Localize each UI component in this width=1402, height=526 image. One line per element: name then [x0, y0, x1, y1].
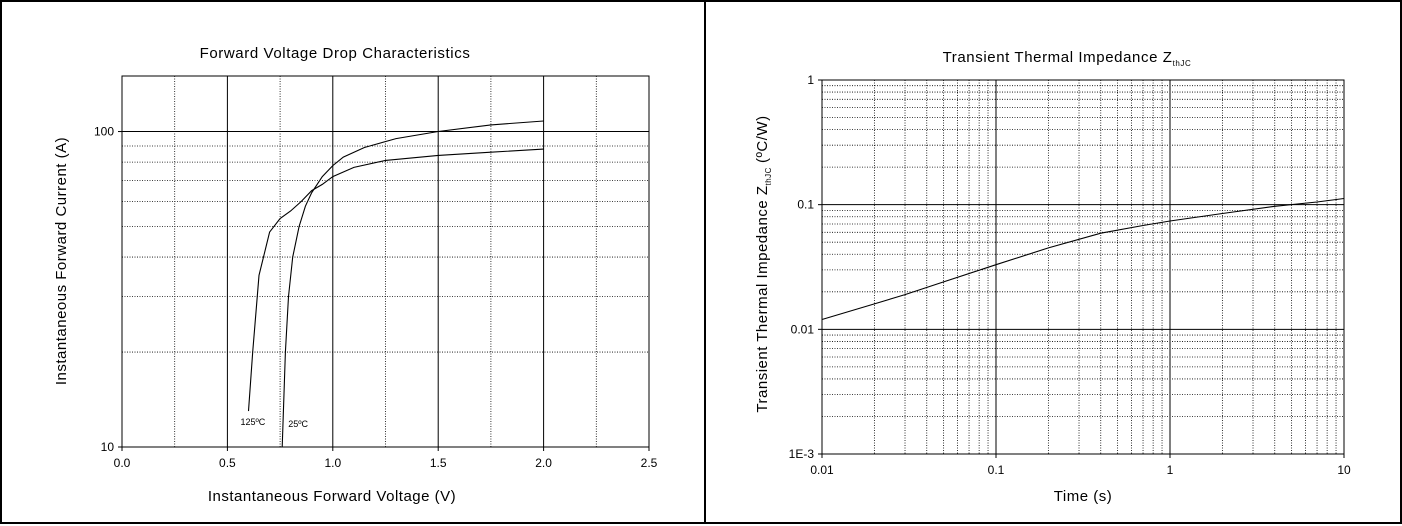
chart-title: Forward Voltage Drop Characteristics: [200, 45, 471, 62]
thermal-impedance-panel: Transient Thermal Impedance ZthJC Time (…: [704, 0, 1402, 524]
y-axis-label: Transient Thermal Impedance ZthJC (ºC/W): [754, 115, 773, 412]
annotation-125c: 125ºC: [240, 417, 265, 427]
x-tick-label: 0.1: [988, 463, 1005, 477]
y-label-unit: (ºC/W): [754, 115, 771, 163]
y-tick-label: 100: [94, 125, 114, 139]
plot-frame: [821, 79, 1345, 455]
x-axis-label: Time (s): [1054, 488, 1112, 505]
x-tick-label: 0.0: [114, 456, 131, 470]
title-text: Transient Thermal Impedance Z: [943, 49, 1173, 66]
y-tick-label: 10: [101, 440, 115, 454]
series-line-zthjc: [821, 197, 1345, 321]
plot-frame: [121, 75, 650, 448]
annotation-25c: 25ºC: [288, 419, 308, 429]
series-line-25c: [281, 120, 544, 448]
y-label-text: Transient Thermal Impedance Z: [754, 186, 771, 413]
x-tick-label: 1: [1167, 463, 1174, 477]
x-tick-label: 10: [1337, 463, 1351, 477]
series-line-125c: [247, 148, 544, 412]
y-label-subscript: thJC: [764, 167, 773, 185]
title-subscript: thJC: [1173, 59, 1192, 68]
x-tick-label: 2.5: [641, 456, 658, 470]
y-tick-label: 0.01: [791, 322, 815, 336]
x-tick-label: 2.0: [535, 456, 552, 470]
forward-voltage-panel: Forward Voltage Drop Characteristics Ins…: [0, 0, 706, 524]
y-tick-label: 1: [807, 73, 814, 87]
thermal-impedance-chart: Transient Thermal Impedance ZthJC Time (…: [754, 49, 1351, 505]
forward-voltage-chart: Forward Voltage Drop Characteristics Ins…: [53, 45, 658, 505]
chart-title: Transient Thermal Impedance ZthJC: [943, 49, 1192, 68]
y-axis-label: Instantaneous Forward Current (A): [53, 137, 70, 385]
y-tick-label: 1E-3: [789, 447, 815, 461]
y-tick-label: 0.1: [797, 198, 814, 212]
x-tick-label: 0.5: [219, 456, 236, 470]
x-tick-label: 1.0: [324, 456, 341, 470]
x-tick-label: 1.5: [430, 456, 447, 470]
x-tick-label: 0.01: [810, 463, 834, 477]
x-axis-label: Instantaneous Forward Voltage (V): [208, 488, 456, 505]
